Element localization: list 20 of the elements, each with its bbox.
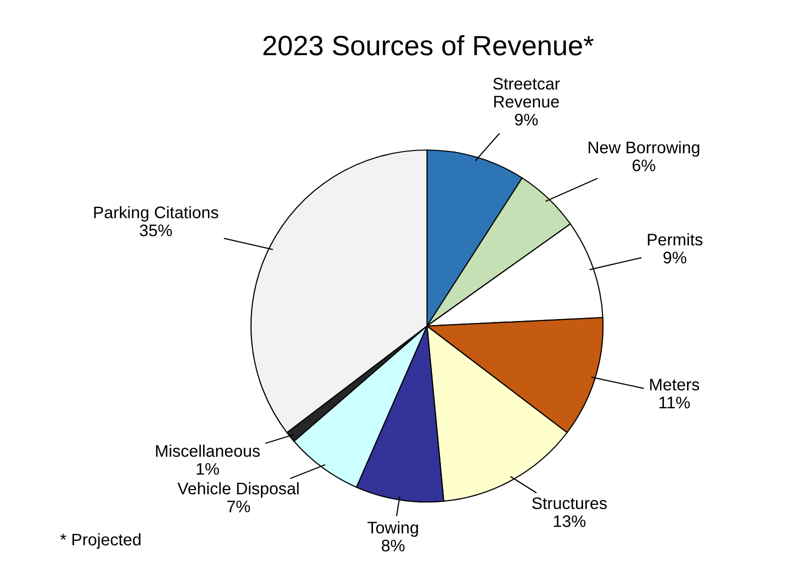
slice-label: Structures [532, 497, 607, 510]
slice-label: New Borrowing [588, 141, 700, 157]
slice-label: Vehicle Disposal [177, 482, 299, 498]
data-label: 11% [660, 396, 690, 408]
data-label: 9% [514, 114, 538, 126]
slice-label: Towing [368, 521, 418, 537]
data-label: 7% [227, 500, 250, 512]
chart-title: 2023 Sources of Revenue* [263, 35, 594, 56]
slice-label: Permits [648, 233, 702, 246]
slice-label: Parking Citations [94, 206, 218, 222]
data-label: 1% [196, 463, 219, 475]
text: * Projected [60, 533, 140, 549]
data-label: 13% [554, 515, 586, 528]
data-label: 35% [140, 224, 172, 236]
data-label: 9% [664, 252, 686, 264]
data-label: 8% [382, 540, 405, 552]
slice-label: Meters [650, 378, 700, 390]
slice-label: Streetcar Revenue [493, 78, 560, 108]
slice-label: Miscellaneous [156, 444, 260, 457]
data-label: 6% [632, 160, 656, 172]
